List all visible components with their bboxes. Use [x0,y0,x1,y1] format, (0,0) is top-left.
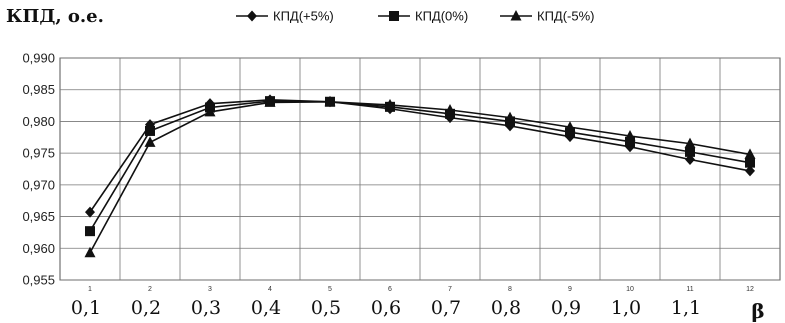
data-point-triangle [504,111,516,123]
y-tick-label: 0,970 [22,177,55,192]
x-index-labels: 1 2 3 4 5 6 7 8 9 10 11 12 [88,286,754,293]
x-index-label: 3 [208,286,212,293]
x-index-label: 4 [268,286,272,293]
x-tick-label: 0,9 [551,297,581,319]
data-point-diamond [745,165,755,177]
legend-marker-square [389,11,399,21]
data-point-triangle [144,136,156,147]
data-point-triangle [444,104,456,115]
legend-marker-diamond [247,10,257,22]
x-index-label: 8 [508,286,512,293]
data-point-triangle [204,105,216,117]
data-point-diamond [145,119,155,131]
x-index-label: 6 [388,286,392,293]
data-point-square [565,127,575,138]
x-tick-label: 0,8 [491,297,521,319]
legend-label: КПД(0%) [415,9,468,24]
y-tick-label: 0,955 [22,273,55,288]
x-tick-label: 0,3 [191,297,221,319]
series-line [89,100,751,232]
data-point-square [625,136,635,147]
x-axis-unit: β [751,299,764,323]
series-triangle [84,95,756,258]
data-point-triangle [264,96,276,107]
data-point-triangle [684,137,696,149]
legend-label: КПД(+5%) [273,9,334,24]
x-tick-label: 0,2 [131,297,161,319]
x-tick-label: 1,1 [671,297,701,319]
data-point-triangle [624,130,636,141]
data-point-square [685,146,695,157]
series-group [84,94,756,258]
x-tick-labels: 0,1 0,2 0,3 0,4 0,5 0,6 0,7 0,8 0,9 1,0 1,1 [71,297,701,319]
data-point-square [745,157,755,168]
legend-label: КПД(-5%) [537,9,595,24]
y-tick-label: 0,985 [22,82,55,97]
data-point-square [85,226,95,237]
x-index-label: 9 [568,286,572,293]
data-point-triangle [84,246,96,258]
legend: КПД(+5%) КПД(0%) КПД(-5%) [236,9,595,24]
data-point-triangle [564,121,576,132]
x-index-label: 7 [448,286,452,293]
x-index-label: 11 [686,286,693,293]
x-index-label: 2 [148,286,152,293]
y-tick-label: 0,975 [22,146,55,161]
data-point-triangle [324,95,336,107]
x-tick-label: 0,5 [311,297,341,319]
y-tick-labels: 0,955 0,960 0,965 0,970 0,975 0,980 0,985 0,990 [22,51,55,288]
data-point-diamond [85,206,95,218]
x-index-label: 10 [626,286,634,293]
y-tick-label: 0,980 [22,114,55,129]
data-point-triangle [384,98,396,110]
y-tick-label: 0,990 [22,51,55,66]
grid [59,57,781,281]
y-axis-title: КПД, о.е. [6,6,104,27]
series-line [89,100,751,254]
x-index-label: 12 [746,286,754,293]
x-tick-label: 0,7 [431,297,461,319]
data-point-triangle [744,148,756,159]
x-tick-label: 0,1 [71,297,101,319]
series-line [89,99,751,213]
y-tick-label: 0,965 [22,209,55,224]
x-tick-label: 1,0 [611,297,641,319]
x-tick-label: 0,4 [251,297,281,319]
data-point-square [145,125,155,136]
x-index-label: 5 [328,286,332,293]
y-tick-label: 0,960 [22,241,55,256]
x-tick-label: 0,6 [371,297,401,319]
legend-marker-triangle [510,10,522,21]
x-index-label: 1 [88,286,92,293]
